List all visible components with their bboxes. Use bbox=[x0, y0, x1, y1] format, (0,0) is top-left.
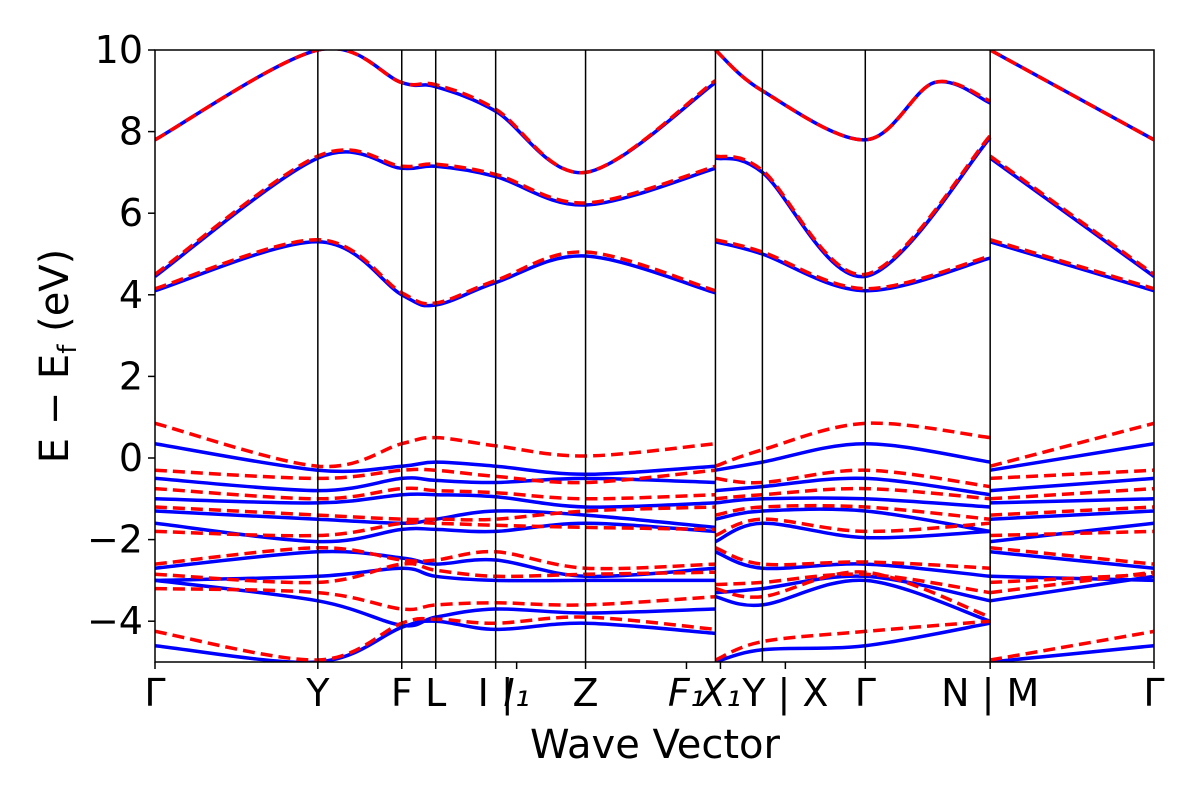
y-axis-label-sub: f bbox=[53, 344, 83, 354]
dashed-band-14 bbox=[990, 468, 1154, 481]
dashed-band-34 bbox=[714, 619, 991, 662]
solid-band-11 bbox=[989, 441, 1154, 472]
solid-band-16 bbox=[715, 496, 991, 509]
solid-band-3 bbox=[155, 150, 716, 278]
y-tick-label: 4 bbox=[119, 273, 143, 317]
dashed-band-17 bbox=[990, 486, 1154, 501]
y-tick-label: 2 bbox=[119, 354, 143, 398]
solid-band-35 bbox=[990, 643, 1154, 662]
solid-band-28 bbox=[715, 574, 991, 603]
x-tick-label: N | M bbox=[941, 671, 1039, 716]
solid-band-34 bbox=[714, 621, 991, 662]
solid-band-8 bbox=[989, 240, 1154, 293]
plot-frame bbox=[154, 49, 1155, 663]
dashed-band-22 bbox=[714, 517, 991, 538]
y-tick-label: −2 bbox=[87, 518, 143, 562]
solid-band-7 bbox=[714, 240, 991, 293]
solid-band-20 bbox=[990, 509, 1154, 521]
solid-band-19 bbox=[715, 507, 991, 534]
dashed-band-13 bbox=[715, 468, 991, 489]
x-tick-label: Γ bbox=[144, 671, 165, 715]
dashed-band-4 bbox=[714, 134, 992, 277]
x-axis-label: Wave Vector bbox=[530, 722, 781, 768]
x-tick-label: L bbox=[425, 671, 446, 715]
y-axis-label: E − Ef (eV) bbox=[32, 249, 83, 464]
dashed-band-2 bbox=[989, 50, 1154, 142]
dashed-band-32 bbox=[989, 570, 1154, 595]
dashed-band-23 bbox=[990, 529, 1154, 538]
dashed-band-24 bbox=[155, 546, 716, 571]
y-axis-label-main: E − E bbox=[32, 354, 78, 464]
dashed-band-1 bbox=[714, 50, 991, 142]
solid-band-26 bbox=[990, 550, 1154, 570]
dashed-band-7 bbox=[714, 238, 991, 291]
dashed-band-27 bbox=[155, 561, 716, 585]
solid-band-17 bbox=[990, 497, 1154, 505]
solid-band-14 bbox=[990, 476, 1154, 493]
x-tick-label: Γ bbox=[1143, 671, 1164, 715]
x-tick-label: Y bbox=[305, 671, 330, 715]
x-tick-label: I₁ bbox=[503, 671, 529, 715]
dashed-band-35 bbox=[989, 629, 1154, 662]
solid-band-25 bbox=[714, 550, 991, 579]
solid-band-22 bbox=[714, 521, 991, 544]
dashed-band-20 bbox=[990, 505, 1154, 517]
y-tick-label: 10 bbox=[95, 28, 143, 72]
dashed-band-19 bbox=[715, 503, 991, 521]
solid-band-32 bbox=[989, 574, 1154, 603]
x-tick-label: F₁ bbox=[668, 671, 705, 715]
dashed-band-16 bbox=[715, 486, 991, 501]
y-axis-label-unit: (eV) bbox=[32, 249, 78, 345]
dashed-band-31 bbox=[714, 570, 991, 619]
y-tick-label: 0 bbox=[119, 436, 143, 480]
x-tick-label: Y | X bbox=[741, 671, 828, 716]
y-tick-label: 8 bbox=[119, 110, 143, 154]
dashed-band-8 bbox=[989, 238, 1154, 291]
solid-band-1 bbox=[714, 50, 991, 142]
kpoint-separators bbox=[317, 50, 991, 662]
dashed-band-11 bbox=[989, 421, 1154, 468]
dashed-band-5 bbox=[989, 154, 1154, 276]
dashed-band-25 bbox=[714, 546, 991, 570]
x-tick-label: I | bbox=[478, 671, 514, 716]
x-tick-label: X₁ bbox=[698, 671, 741, 715]
y-axis-ticks: −4 −2 0 2 4 6 8 10 bbox=[87, 28, 155, 643]
solid-band-10 bbox=[715, 441, 991, 472]
y-tick-label: −4 bbox=[87, 599, 143, 643]
band-lines bbox=[155, 50, 1154, 662]
x-tick-label: Γ bbox=[855, 671, 876, 715]
solid-band-31 bbox=[714, 578, 991, 623]
x-tick-label: F bbox=[391, 671, 413, 715]
dashed-band-26 bbox=[990, 546, 1154, 566]
dashed-band-30 bbox=[155, 586, 716, 612]
dashed-band-10 bbox=[714, 421, 991, 468]
solid-band-4 bbox=[714, 136, 992, 279]
x-tick-label: Z bbox=[573, 671, 599, 715]
y-tick-label: 6 bbox=[119, 191, 143, 235]
solid-band-13 bbox=[715, 476, 991, 497]
